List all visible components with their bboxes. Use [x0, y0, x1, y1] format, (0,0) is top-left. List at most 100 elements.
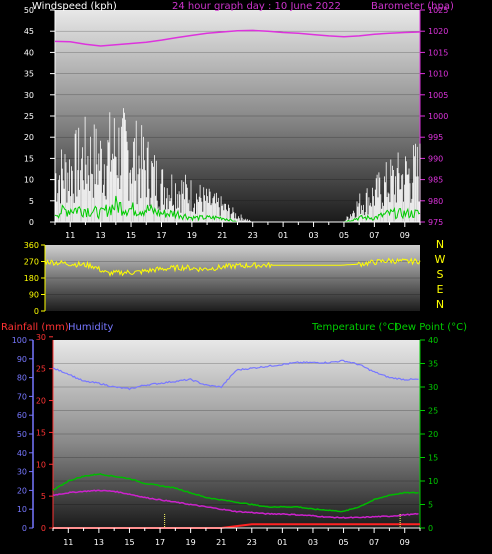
humidity-tick-label: 70	[17, 392, 27, 401]
wind-tick-label: 15	[24, 154, 34, 163]
temp-x-tick-label: 21	[216, 538, 226, 547]
wind-x-tick-label: 23	[248, 231, 258, 240]
wind-tick-label: 25	[24, 112, 34, 121]
winddir-tick-label: 0	[34, 307, 39, 316]
humidity-tick-label: 40	[17, 449, 27, 458]
barometer-tick-label: 1025	[428, 6, 448, 15]
temperature-tick-label: 25	[428, 407, 438, 416]
wind-tick-label: 10	[24, 176, 34, 185]
temperature-tick-label: 15	[428, 454, 438, 463]
temperature-tick-label: 10	[428, 477, 438, 486]
rainfall-tick-label: 15	[36, 428, 46, 437]
wind-x-tick-label: 19	[187, 231, 197, 240]
winddir-grid	[45, 261, 420, 295]
humidity-tick-label: 0	[22, 524, 27, 533]
barometer-tick-label: 985	[428, 176, 443, 185]
winddir-tick-label: 90	[29, 291, 39, 300]
wind-tick-label: 50	[24, 6, 34, 15]
winddir-tick-label: 270	[24, 258, 39, 267]
temp-x-tick-label: 11	[63, 538, 73, 547]
barometer-tick-label: 990	[428, 154, 443, 163]
humidity-tick-label: 50	[17, 430, 27, 439]
dewpoint-line	[52, 489, 419, 519]
barometer-label: Barometer (hpa)	[371, 1, 454, 12]
humidity-line	[52, 359, 419, 391]
wind-x-tick-label: 13	[96, 231, 106, 240]
temp-x-tick-label: 07	[369, 538, 379, 547]
temp-x-tick-label: 05	[338, 538, 348, 547]
barometer-tick-label: 980	[428, 197, 443, 206]
wind-tick-label: 40	[24, 48, 34, 57]
wind-tick-label: 30	[24, 91, 34, 100]
wind-x-tick-label: 05	[339, 231, 349, 240]
rainfall-tick-label: 5	[41, 492, 46, 501]
compass-letter: W	[435, 253, 446, 266]
winddir-tick-label: 180	[24, 274, 39, 283]
humidity-tick-label: 30	[17, 468, 27, 477]
temp-x-tick-label: 03	[308, 538, 318, 547]
wind-tick-label: 45	[24, 27, 34, 36]
temperature-label: Temperature (°C)	[311, 322, 398, 333]
wind-x-tick-label: 21	[217, 231, 227, 240]
temperature-line	[52, 472, 419, 513]
temp-x-tick-label: 01	[277, 538, 287, 547]
dewpoint-label: Dew Point (°C)	[394, 322, 467, 333]
humidity-tick-label: 60	[17, 411, 27, 420]
humidity-tick-label: 10	[17, 505, 27, 514]
compass-letter: N	[436, 298, 444, 311]
barometer-tick-label: 995	[428, 133, 443, 142]
winddir-series	[44, 257, 421, 277]
barometer-tick-label: 975	[428, 218, 443, 227]
wind-x-tick-label: 09	[400, 231, 410, 240]
barometer-tick-label: 1020	[428, 27, 448, 36]
compass-letter: S	[437, 268, 444, 281]
humidity-tick-label: 20	[17, 486, 27, 495]
rainfall-tick-label: 25	[36, 365, 46, 374]
compass-letter: E	[437, 283, 444, 296]
wind-x-tick-label: 17	[156, 231, 166, 240]
temp-x-tick-label: 13	[94, 538, 104, 547]
windspeed-label: Windspeed (kph)	[32, 1, 117, 12]
wind-x-axis: 11 13 15 17 19 21 23 01 03 05 07 09	[54, 221, 421, 240]
temperature-tick-label: 20	[428, 430, 438, 439]
wind-tick-label: 5	[29, 197, 34, 206]
temperature-tick-label: 0	[428, 524, 433, 533]
rainfall-label: Rainfall (mm)	[1, 322, 69, 333]
barometer-tick-label: 1005	[428, 91, 448, 100]
winddir-line	[44, 257, 421, 277]
humidity-tick-label: 90	[17, 355, 27, 364]
temp-x-axis: 11 13 15 17 19 21 23 01 03 05 07 09	[52, 527, 421, 547]
rainfall-tick-label: 30	[36, 333, 46, 342]
graph-title: 24 hour graph day : 10 June 2022	[172, 1, 341, 12]
wind-tick-label: 35	[24, 70, 34, 79]
wind-tick-label: 0	[29, 218, 34, 227]
temp-axes: 0 10 20 30 40 50 60 70 80 90 100 0 5 10 15 20 25 30 0 5 10 15…	[12, 333, 438, 533]
wind-x-tick-label: 03	[308, 231, 318, 240]
wind-x-tick-label: 07	[369, 231, 379, 240]
temp-x-tick-label: 19	[186, 538, 196, 547]
barometer-line	[54, 29, 421, 47]
temp-x-tick-label: 17	[155, 538, 165, 547]
wind-x-tick-label: 15	[126, 231, 136, 240]
winddir-axis: 0 90 180 270 360	[24, 241, 46, 316]
barometer-axis: 975 980 985 990 995 1000 1005 1010 1015 1020 1025	[419, 6, 448, 227]
wind-x-tick-label: 01	[278, 231, 288, 240]
rainfall-tick-label: 10	[36, 460, 46, 469]
temp-x-tick-label: 09	[400, 538, 410, 547]
wind-tick-label: 20	[24, 133, 34, 142]
humidity-label: Humidity	[68, 322, 113, 333]
wind-axis: 0 5 10 15 20 25 30 35 40 45 50	[24, 6, 56, 227]
humidity-tick-label: 80	[17, 374, 27, 383]
barometer-tick-label: 1010	[428, 70, 448, 79]
humidity-tick-label: 100	[12, 336, 27, 345]
temp-x-tick-label: 23	[247, 538, 257, 547]
temp-x-tick-label: 15	[124, 538, 134, 547]
rainfall-tick-label: 20	[36, 397, 46, 406]
compass-letter: N	[436, 238, 444, 251]
temperature-tick-label: 40	[428, 336, 438, 345]
rainfall-tick-label: 0	[41, 524, 46, 533]
barometer-tick-label: 1000	[428, 112, 448, 121]
temperature-tick-label: 35	[428, 360, 438, 369]
